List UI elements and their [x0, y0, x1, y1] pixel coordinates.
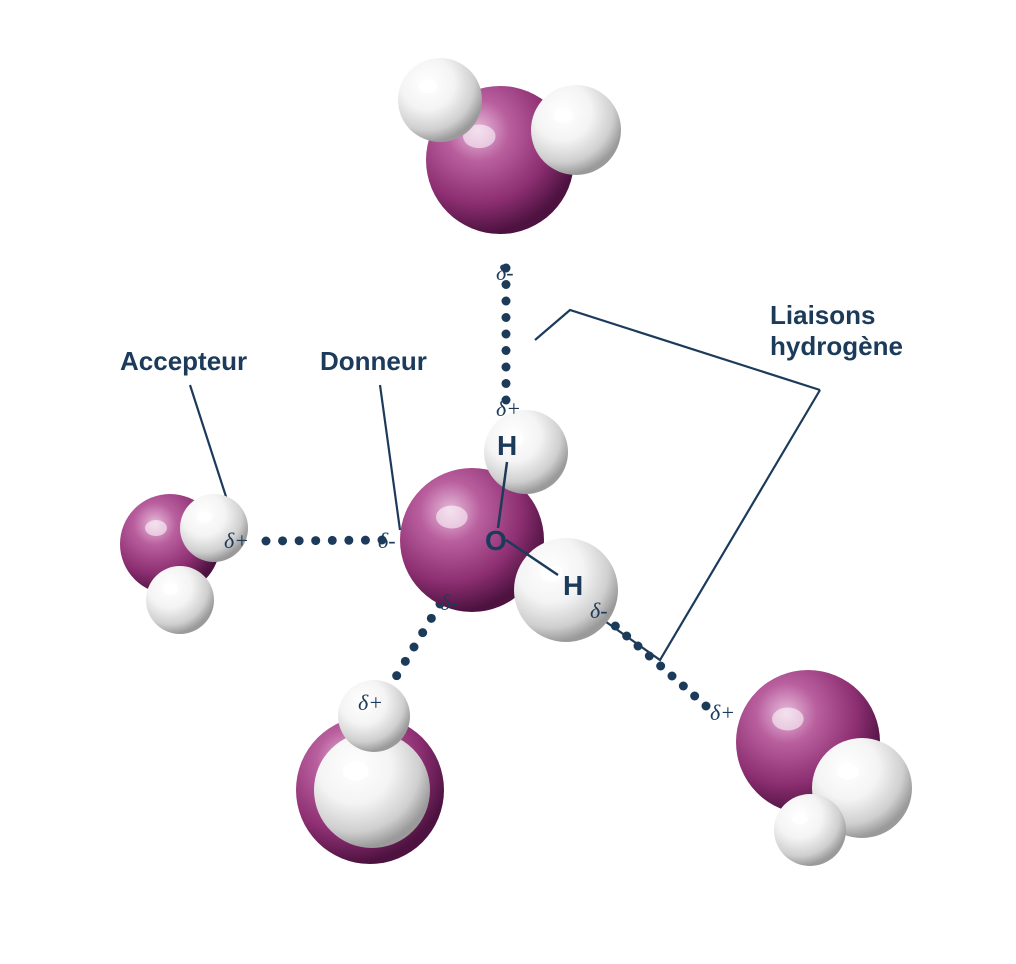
hbond-dot [262, 537, 271, 546]
hbond-dot [427, 614, 436, 623]
highlight [163, 584, 178, 595]
highlight [436, 505, 468, 528]
label-accepteur: Accepteur [120, 346, 247, 377]
delta-label: δ- [496, 260, 514, 286]
delta-label: δ+ [710, 700, 735, 726]
hbond-dot [679, 682, 688, 691]
hbond-dot [690, 692, 699, 701]
hbond-dot [311, 536, 320, 545]
atom-label-h1: H [497, 430, 517, 462]
hbond-dot [418, 628, 427, 637]
highlight [540, 565, 563, 582]
hydrogen-atom [531, 85, 621, 175]
diagram-svg [0, 0, 1016, 964]
hbond-dot [278, 536, 287, 545]
hydrogen-atom [774, 794, 846, 866]
hbond-dot [328, 536, 337, 545]
molecules [120, 58, 912, 866]
hbond-dot [634, 642, 643, 651]
hbond-dot [344, 536, 353, 545]
hbond-dot [502, 313, 511, 322]
highlight [343, 762, 369, 781]
highlight [197, 512, 212, 523]
hbond-dot [502, 297, 511, 306]
delta-label: δ- [440, 590, 458, 616]
delta-label: δ- [590, 598, 608, 624]
hydrogen-atom [398, 58, 482, 142]
lead-line [575, 390, 820, 660]
hbond-dot [401, 657, 410, 666]
hbond-dot [502, 379, 511, 388]
hbond-dot [392, 671, 401, 680]
delta-label: δ- [378, 528, 396, 554]
hydrogen-bond-diagram: { "canvas": { "width": 1016, "height": 9… [0, 0, 1016, 964]
lead-line [380, 385, 400, 530]
hbond-dot [295, 536, 304, 545]
label-donneur: Donneur [320, 346, 427, 377]
atom-label-o: O [485, 525, 507, 557]
label-liaisons: Liaisons hydrogène [770, 300, 930, 362]
hbond-dot [668, 672, 677, 681]
hbond-dot [622, 632, 631, 641]
delta-label: δ+ [496, 396, 521, 422]
hbond-dot [502, 330, 511, 339]
highlight [792, 813, 808, 825]
delta-label: δ+ [224, 528, 249, 554]
atom-label-h2: H [563, 570, 583, 602]
hbond-dot [502, 346, 511, 355]
highlight [145, 520, 167, 536]
hbond-dot [645, 652, 654, 661]
hbond-dot [656, 662, 665, 671]
highlight [419, 80, 437, 93]
highlight [554, 108, 574, 122]
hbond-dot [502, 363, 511, 372]
hbond-dot [611, 622, 620, 631]
delta-label: δ+ [358, 690, 383, 716]
highlight [772, 707, 804, 730]
highlight [837, 764, 859, 780]
hbond-dot [361, 536, 370, 545]
hydrogen-atom [146, 566, 214, 634]
hbond-dot [410, 643, 419, 652]
